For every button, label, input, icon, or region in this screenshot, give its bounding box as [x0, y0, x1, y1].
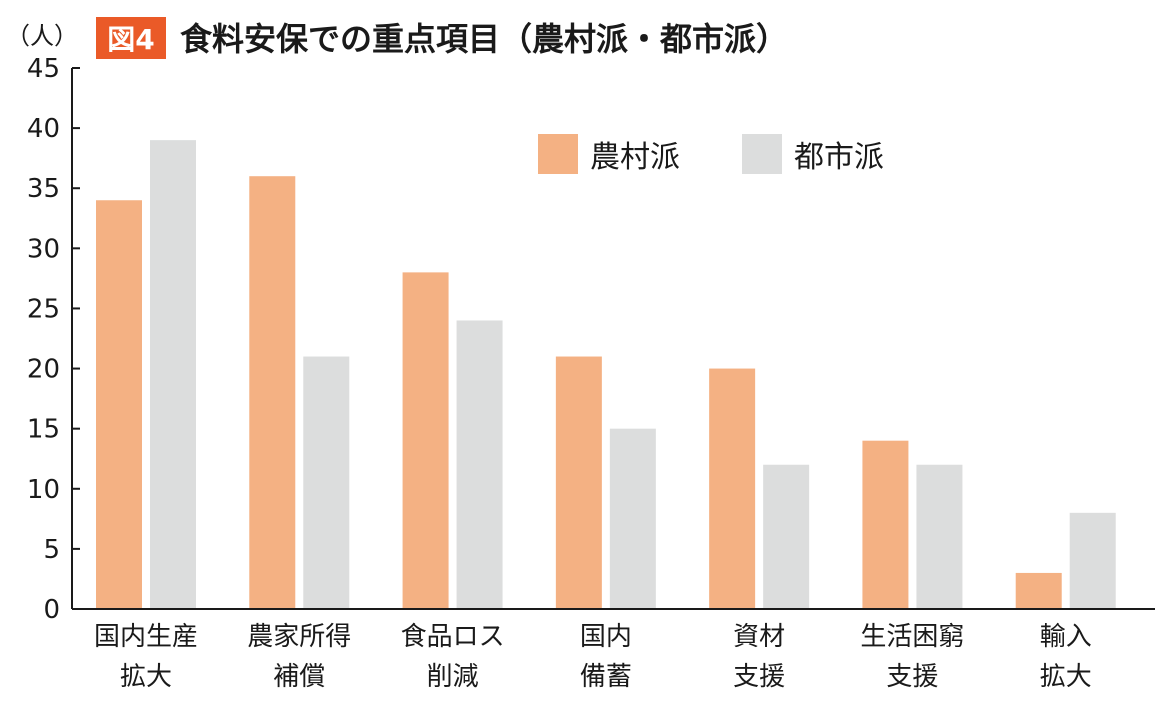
bar-rural — [402, 272, 449, 609]
x-category-label: 削減 — [427, 662, 479, 692]
bar-urban — [1069, 512, 1116, 609]
legend-swatch-rural — [538, 134, 578, 174]
bar-urban — [916, 464, 963, 609]
x-category-label: 国内生産 — [94, 622, 198, 652]
bar-urban — [456, 320, 503, 609]
x-category-label: 国内 — [580, 622, 632, 652]
y-ticks-group: 0 5 10 15 20 25 30 35 40 45 — [27, 54, 80, 625]
y-tick-label: 25 — [27, 294, 60, 324]
x-category-label: 農家所得 — [247, 622, 351, 652]
y-tick-label: 30 — [27, 234, 60, 264]
legend-swatch-urban — [742, 134, 782, 174]
bar-rural — [709, 368, 756, 609]
figure-number-badge: 図4 — [96, 17, 166, 59]
bars-group — [96, 140, 1116, 609]
bar-rural — [862, 440, 909, 609]
bar-rural — [555, 356, 602, 609]
x-category-label: 拡大 — [120, 662, 172, 692]
bar-rural — [1015, 572, 1062, 609]
bar-urban — [150, 140, 196, 609]
legend-item-rural: 農村派 — [538, 132, 680, 176]
axes-group — [71, 68, 1155, 610]
y-tick-label: 5 — [43, 535, 60, 565]
x-category-label: 支援 — [886, 662, 938, 692]
bar-urban — [303, 356, 350, 609]
y-tick-label: 20 — [27, 355, 60, 385]
bar-rural — [249, 176, 296, 609]
x-category-label: 食品ロス — [401, 622, 505, 652]
bar-urban — [609, 428, 656, 609]
y-tick-label: 0 — [43, 595, 60, 625]
y-axis-unit-label: （人） — [6, 22, 78, 50]
x-category-label: 支援 — [733, 662, 785, 692]
x-category-label: 拡大 — [1040, 662, 1092, 692]
bar-rural — [96, 200, 142, 609]
x-category-label: 資材 — [733, 622, 785, 652]
y-tick-label: 15 — [27, 415, 60, 445]
y-tick-label: 40 — [27, 114, 60, 144]
y-tick-label: 35 — [27, 174, 60, 204]
legend-label-rural: 農村派 — [590, 140, 680, 175]
x-category-label: 生活困窮 — [860, 622, 964, 652]
x-category-label: 備蓄 — [580, 662, 632, 692]
y-tick-label: 45 — [27, 54, 60, 84]
x-category-label: 輸入 — [1040, 622, 1092, 652]
y-tick-label: 10 — [27, 475, 60, 505]
x-category-label: 補償 — [273, 662, 325, 692]
legend-label-urban: 都市派 — [794, 140, 884, 175]
legend-item-urban: 都市派 — [742, 132, 884, 176]
bar-urban — [763, 464, 810, 609]
chart-title: 食料安保での重点項目（農村派・都市派） — [180, 20, 789, 58]
